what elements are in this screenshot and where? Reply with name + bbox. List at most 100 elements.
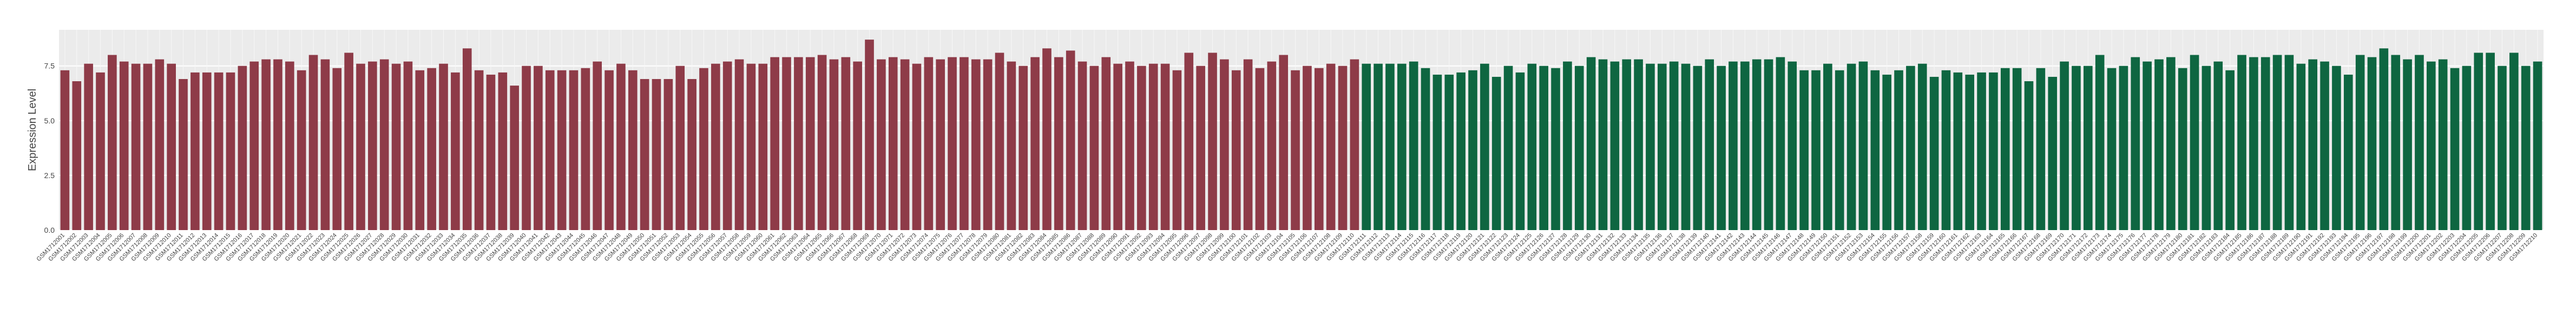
bar	[1421, 68, 1430, 231]
bar	[1989, 72, 1998, 230]
bar	[131, 63, 141, 230]
bar	[320, 59, 330, 231]
bar	[2533, 61, 2542, 230]
bar	[84, 63, 93, 230]
y-tick-label: 7.5	[44, 62, 55, 70]
bar	[226, 72, 235, 230]
bar	[1646, 63, 1655, 230]
bar	[190, 72, 200, 230]
bar	[2190, 55, 2199, 230]
bar	[155, 59, 165, 231]
bar	[1042, 48, 1052, 230]
bar	[1137, 66, 1146, 230]
bar	[640, 78, 649, 230]
bar	[167, 63, 176, 230]
bar	[2154, 59, 2164, 231]
bar	[2012, 68, 2022, 231]
bar	[971, 59, 981, 231]
bar	[72, 81, 82, 230]
bar	[439, 63, 448, 230]
bar	[379, 59, 389, 231]
bar	[1574, 66, 1584, 230]
bar	[1858, 61, 1868, 230]
bar	[2213, 61, 2223, 230]
bar	[1870, 70, 1880, 230]
bar	[297, 70, 306, 230]
bar	[1243, 59, 1253, 231]
bar	[1125, 61, 1134, 230]
bar	[545, 70, 555, 230]
bar	[1208, 53, 1217, 230]
bar	[2225, 70, 2235, 230]
bar	[238, 66, 247, 230]
bar	[486, 74, 496, 230]
bar	[1894, 70, 1903, 230]
bar	[794, 57, 803, 230]
bar	[1326, 63, 1336, 230]
bar	[1527, 63, 1537, 230]
bar	[2343, 74, 2353, 230]
bar	[60, 70, 70, 230]
bar	[2308, 59, 2318, 231]
bar	[593, 61, 602, 230]
bar	[2474, 53, 2483, 230]
bar	[924, 57, 934, 230]
bar	[687, 78, 696, 230]
bar	[699, 68, 708, 231]
bar	[1681, 63, 1691, 230]
bar	[1811, 70, 1821, 230]
bar	[522, 66, 531, 230]
bar	[1350, 59, 1359, 231]
bar	[1634, 59, 1643, 231]
bar	[877, 59, 886, 231]
bar	[498, 72, 508, 230]
bar	[1752, 59, 1762, 231]
bar	[1977, 72, 1986, 230]
bar	[1729, 61, 1738, 230]
bar	[1823, 63, 1832, 230]
bar	[1172, 70, 1182, 230]
bar	[1740, 61, 1750, 230]
bar	[368, 61, 377, 230]
bar	[2415, 55, 2424, 230]
bar	[1018, 66, 1028, 230]
bar	[308, 55, 318, 230]
bar	[1314, 68, 1324, 231]
bar	[534, 66, 543, 230]
bar	[202, 72, 212, 230]
bar	[462, 48, 472, 230]
bar	[1362, 63, 1371, 230]
bar	[1539, 66, 1548, 230]
bar	[119, 61, 129, 230]
bar	[1669, 61, 1679, 230]
bar	[1788, 61, 1797, 230]
y-tick-label: 2.5	[44, 171, 55, 180]
bar	[1563, 61, 1572, 230]
bar	[2403, 59, 2412, 231]
bar	[2521, 66, 2531, 230]
bar	[628, 70, 638, 230]
bar	[995, 53, 1004, 230]
bar	[344, 53, 353, 230]
bar	[108, 55, 117, 230]
bar	[557, 70, 567, 230]
bar	[1220, 59, 1229, 231]
bar	[1846, 63, 1856, 230]
bar	[261, 59, 271, 231]
bar	[415, 70, 425, 230]
bar	[2462, 66, 2472, 230]
bar	[1598, 59, 1608, 231]
bar	[936, 59, 945, 231]
bar	[2036, 68, 2046, 231]
bar	[451, 72, 460, 230]
bar	[427, 68, 436, 231]
bar	[2498, 66, 2507, 230]
bar	[1965, 74, 1975, 230]
bar	[403, 61, 413, 230]
bar	[273, 59, 282, 231]
bar	[581, 68, 590, 231]
bar	[1054, 57, 1063, 230]
bar	[143, 63, 153, 230]
bar	[770, 57, 779, 230]
bar	[841, 57, 851, 230]
